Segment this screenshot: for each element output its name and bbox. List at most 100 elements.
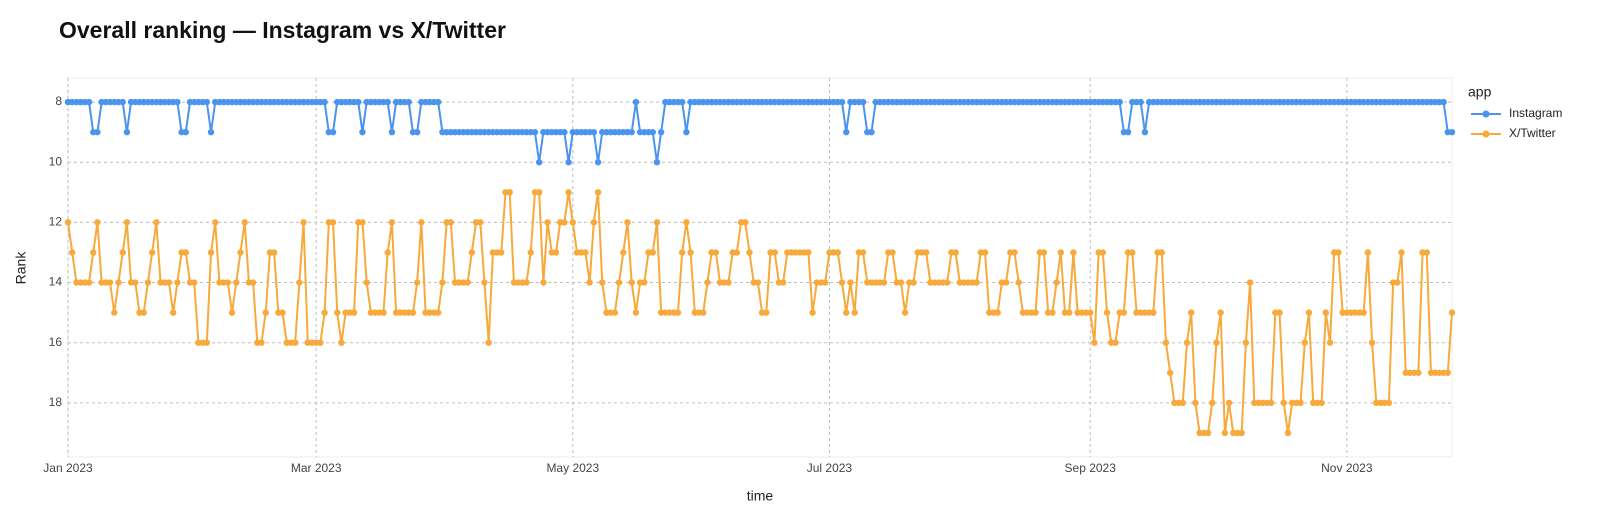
data-point [418, 219, 425, 226]
data-point [359, 219, 366, 226]
data-point [1040, 249, 1048, 256]
data-point [212, 219, 219, 226]
data-point [1398, 249, 1405, 256]
data-point [1280, 399, 1287, 407]
data-point [1242, 339, 1250, 346]
data-point [1158, 249, 1165, 256]
data-point [153, 219, 160, 226]
data-point [1335, 249, 1342, 256]
data-point [182, 249, 189, 256]
x-tick-label: May 2023 [546, 461, 599, 475]
data-point [1099, 249, 1107, 256]
data-point [249, 279, 257, 286]
data-point [94, 128, 101, 136]
data-point [611, 309, 619, 316]
data-point [1183, 339, 1191, 346]
data-point [973, 279, 980, 286]
data-point [1124, 128, 1132, 136]
data-point [733, 249, 741, 256]
y-tick-label: 18 [49, 395, 63, 409]
data-point [822, 279, 829, 286]
data-point [582, 249, 589, 256]
data-point [439, 279, 446, 286]
data-point [1448, 309, 1456, 316]
data-point [868, 128, 875, 136]
data-point [1103, 309, 1111, 316]
y-tick-label: 12 [49, 215, 63, 229]
data-point [561, 128, 568, 136]
data-point [523, 279, 530, 286]
data-point [847, 279, 854, 286]
data-point [203, 339, 211, 346]
data-point [207, 249, 215, 256]
data-point [910, 279, 917, 286]
data-point [535, 189, 543, 196]
data-point [233, 279, 240, 286]
data-point [413, 279, 421, 286]
data-point [296, 279, 303, 286]
data-point [1440, 98, 1447, 106]
data-point [144, 279, 152, 286]
data-point [506, 189, 513, 196]
data-point [1448, 128, 1456, 136]
x-tick-label: Mar 2023 [291, 461, 342, 475]
data-point [317, 339, 324, 346]
data-point [1120, 309, 1128, 316]
y-tick-label: 16 [49, 335, 63, 349]
data-point [1087, 309, 1094, 316]
data-point [1221, 429, 1229, 437]
data-point [1137, 98, 1144, 106]
data-point [498, 249, 505, 256]
data-point [123, 219, 131, 226]
data-point [434, 98, 442, 106]
data-point [552, 249, 560, 256]
data-point [1204, 429, 1212, 437]
data-point [148, 249, 156, 256]
data-point [388, 128, 396, 136]
data-point [1112, 339, 1119, 346]
data-point [1049, 309, 1056, 316]
data-point [477, 219, 484, 226]
data-point [628, 128, 635, 136]
data-point [1053, 279, 1060, 286]
data-point [1213, 339, 1220, 346]
data-point [628, 279, 635, 286]
data-point [468, 249, 476, 256]
data-point [1394, 279, 1401, 286]
data-point [94, 219, 101, 226]
data-point [1276, 309, 1283, 316]
x-tick-label: Sep 2023 [1065, 461, 1117, 475]
data-point [994, 309, 1001, 316]
data-point [1444, 369, 1451, 376]
data-point [1225, 399, 1233, 407]
data-point [1179, 399, 1186, 407]
data-point [380, 309, 387, 316]
data-point [90, 249, 97, 256]
data-point [1423, 249, 1430, 256]
data-point [859, 98, 867, 106]
data-point [843, 128, 850, 136]
data-point [1238, 429, 1245, 437]
data-point [1415, 369, 1422, 376]
data-point [174, 98, 181, 106]
data-point [338, 339, 345, 346]
data-point [237, 249, 244, 256]
data-point [291, 339, 299, 346]
data-point [85, 98, 93, 106]
y-axis-title: Rank [13, 251, 29, 285]
data-point [889, 249, 896, 256]
y-tick-label: 14 [49, 275, 63, 289]
data-point [561, 219, 568, 226]
data-point [615, 279, 623, 286]
data-point [174, 279, 181, 286]
data-point [1360, 309, 1367, 316]
data-point [481, 279, 488, 286]
data-point [119, 249, 126, 256]
data-point [683, 128, 690, 136]
legend-marker [1482, 110, 1490, 118]
data-point [586, 279, 593, 286]
data-point [262, 309, 269, 316]
data-point [712, 249, 720, 256]
series-line [67, 191, 1453, 434]
data-point [1305, 309, 1313, 316]
